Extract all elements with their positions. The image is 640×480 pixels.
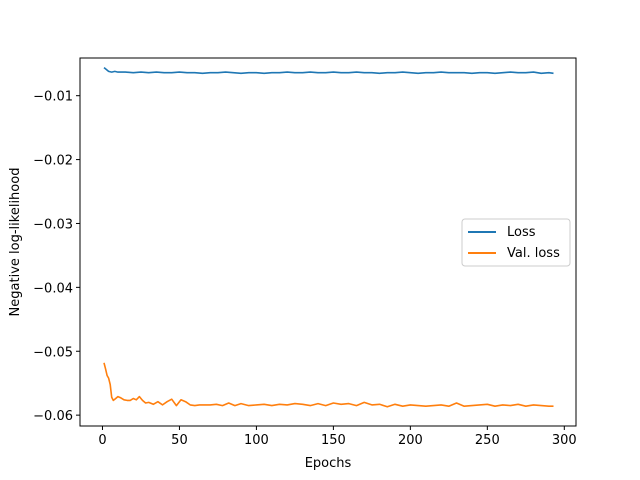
x-tick-label: 50 <box>171 433 188 448</box>
plot-frame <box>79 57 577 427</box>
y-tick-label: −0.06 <box>33 409 73 424</box>
y-axis: −0.06 −0.05 −0.04 −0.03 −0.02 −0.01 <box>33 90 80 424</box>
legend-label-loss: Loss <box>507 225 536 240</box>
legend-box <box>461 218 571 267</box>
y-tick-label: −0.04 <box>33 281 73 296</box>
y-tick-label: −0.01 <box>33 90 73 105</box>
x-axis: 0 50 100 150 200 250 300 <box>98 426 577 448</box>
y-tick-label: −0.02 <box>33 154 73 169</box>
x-axis-label: Epochs <box>305 456 352 471</box>
legend: Loss Val. loss <box>461 218 571 267</box>
x-tick-label: 150 <box>321 433 346 448</box>
y-tick-label: −0.03 <box>33 217 73 232</box>
x-tick-label: 200 <box>398 433 423 448</box>
plot-area <box>103 66 554 408</box>
x-tick-label: 300 <box>552 433 577 448</box>
legend-label-val-loss: Val. loss <box>507 246 560 261</box>
x-tick-label: 0 <box>98 433 106 448</box>
x-tick-label: 250 <box>475 433 500 448</box>
y-axis-label: Negative log-likelihood <box>8 168 23 317</box>
series-line-loss <box>103 66 554 75</box>
x-tick-label: 100 <box>244 433 269 448</box>
series-line-val-loss <box>103 362 554 408</box>
y-tick-label: −0.05 <box>33 345 73 360</box>
